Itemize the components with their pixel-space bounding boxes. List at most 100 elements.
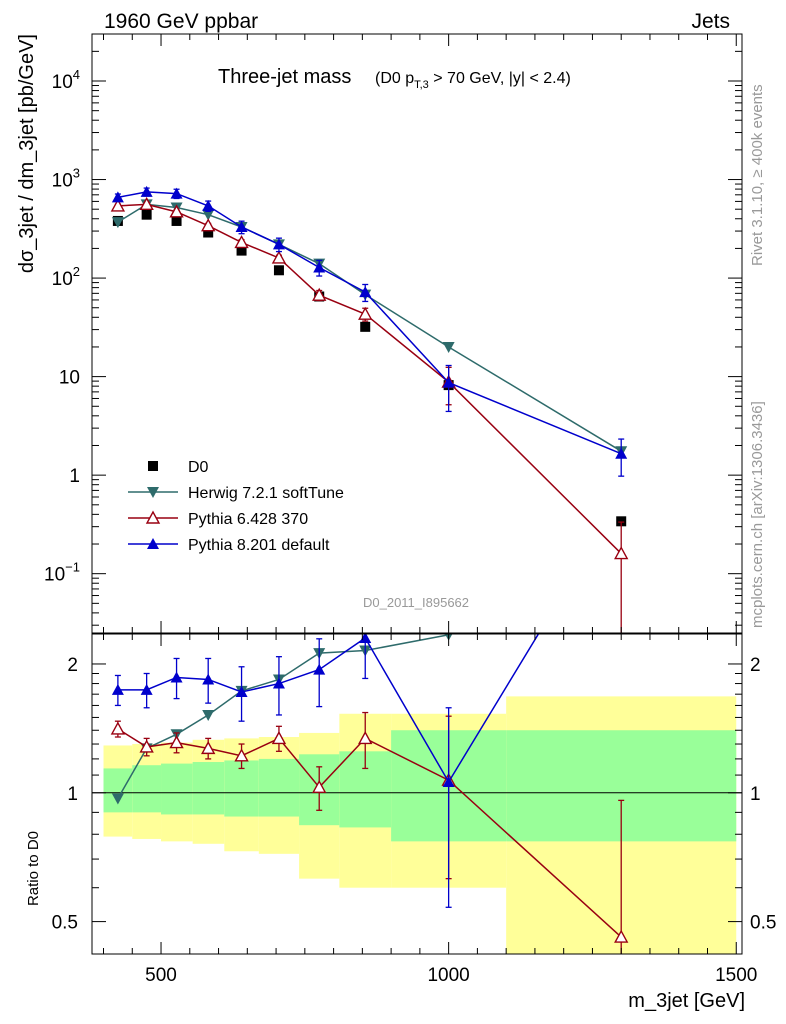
y-axis-label: dσ_3jet / dm_3jet [pb/GeV] [16,34,38,273]
header-process-label: Jets [691,10,730,33]
data-point [235,220,248,232]
ratio-point [170,671,183,683]
ratio-point [358,730,373,745]
data-point [312,287,327,301]
ratio-band-inner [258,758,300,817]
ratio-point [615,485,627,496]
data-point [202,209,215,221]
ratio-tick-label-left: 2 [67,655,78,676]
data-point [615,447,628,459]
chart-title-detail: (D0 pT,3 > 70 GeV, |y| < 2.4) [375,70,571,91]
legend-label: D0 [188,459,209,476]
data-point [111,217,124,229]
data-point [141,209,152,220]
x-tick-label: 1000 [427,965,469,986]
data-point [234,234,249,249]
ratio-point [202,709,215,721]
y-tick-label: 10 [59,368,80,389]
ratio-point [140,683,153,695]
data-point [202,199,215,211]
ratio-tick-label-right: 1 [750,784,761,805]
ratio-point [235,685,248,697]
ratio-point [614,929,629,943]
ratio-line [117,634,451,799]
ratio-point [111,793,124,805]
ratio-line [117,728,622,938]
ratio-tick-label-right: 2 [750,655,761,676]
ratio-band-inner [161,763,193,815]
ratio-point [359,634,372,643]
axis-ticks [92,33,742,954]
ratio-point [271,730,287,745]
series-line [117,203,622,555]
ratio-line [117,634,540,784]
data-point [442,341,455,353]
data-point [236,245,247,256]
x-axis-label: m_3jet [GeV] [628,990,745,1012]
data-point [140,185,153,197]
x-tick-label: 500 [145,965,177,986]
ratio-panel-frame [91,633,743,955]
data-point [171,215,182,226]
header-beam-label: 1960 GeV ppbar [104,10,258,33]
chart-title: Three-jet mass [218,66,351,88]
ratio-point [312,779,327,793]
ratio-y-axis-label: Ratio to D0 [25,831,42,906]
mcplots-label: mcplots.cern.ch [arXiv:1306.3436] [749,401,766,628]
series-line [117,191,622,455]
ratio-tick-label-left: 1 [67,784,78,805]
legend-marker [148,461,158,471]
data-point [201,218,216,232]
ratio-point [272,677,285,689]
y-tick-label: 103 [52,166,80,192]
ratio-point [313,663,326,675]
data-point [271,250,287,264]
ratio-point [169,735,184,749]
data-point [359,286,372,298]
ratio-band-inner [192,762,225,815]
legend-marker [147,487,159,498]
ratio-tick-label-left: 0.5 [52,913,78,934]
ratio-point [202,673,215,685]
main-panel-frame [91,33,743,634]
data-point [442,376,455,388]
data-point [272,238,285,250]
legend: D0 Herwig 7.2.1 softTune Pythia 6.428 370 P… [128,459,344,554]
x-tick-label: 1500 [715,965,757,986]
main-panel-series [110,185,629,633]
data-point [111,191,124,203]
data-point [360,321,371,332]
legend-marker [147,538,159,549]
ratio-panel-series [110,485,629,954]
data-point [170,187,183,199]
y-tick-label: 1 [69,466,80,487]
rivet-version-label: Rivet 3.1.10, ≥ 400k events [749,84,766,266]
ratio-point [110,721,126,735]
y-tick-label: 10−1 [44,560,80,586]
data-point [139,196,154,211]
ratio-band-inner [132,765,162,813]
data-point [614,546,629,560]
y-tick-label: 104 [52,67,80,93]
y-tick-label: 102 [52,264,80,290]
data-point [169,204,184,218]
data-point [110,198,126,212]
data-point [203,227,214,238]
legend-label: Herwig 7.2.1 softTune [188,485,344,502]
legend-marker [145,510,161,524]
data-point [358,306,373,320]
ratio-uncertainty-bands [103,696,737,954]
ratio-point [139,739,154,753]
ratio-point [234,748,249,762]
analysis-id-label: D0_2011_I895662 [363,595,469,610]
ratio-point [111,683,124,695]
axis-tick-labels: 500 1000 1500 10−1 1 10 102 103 104 0.5 0.5 1 1 2 2 [44,67,776,986]
data-point [273,265,284,276]
legend-label: Pythia 8.201 default [188,537,330,554]
ratio-band-inner [224,760,259,817]
ratio-point [615,491,627,502]
data-point [616,516,627,527]
ratio-point [442,775,455,787]
ratio-point [201,740,216,755]
